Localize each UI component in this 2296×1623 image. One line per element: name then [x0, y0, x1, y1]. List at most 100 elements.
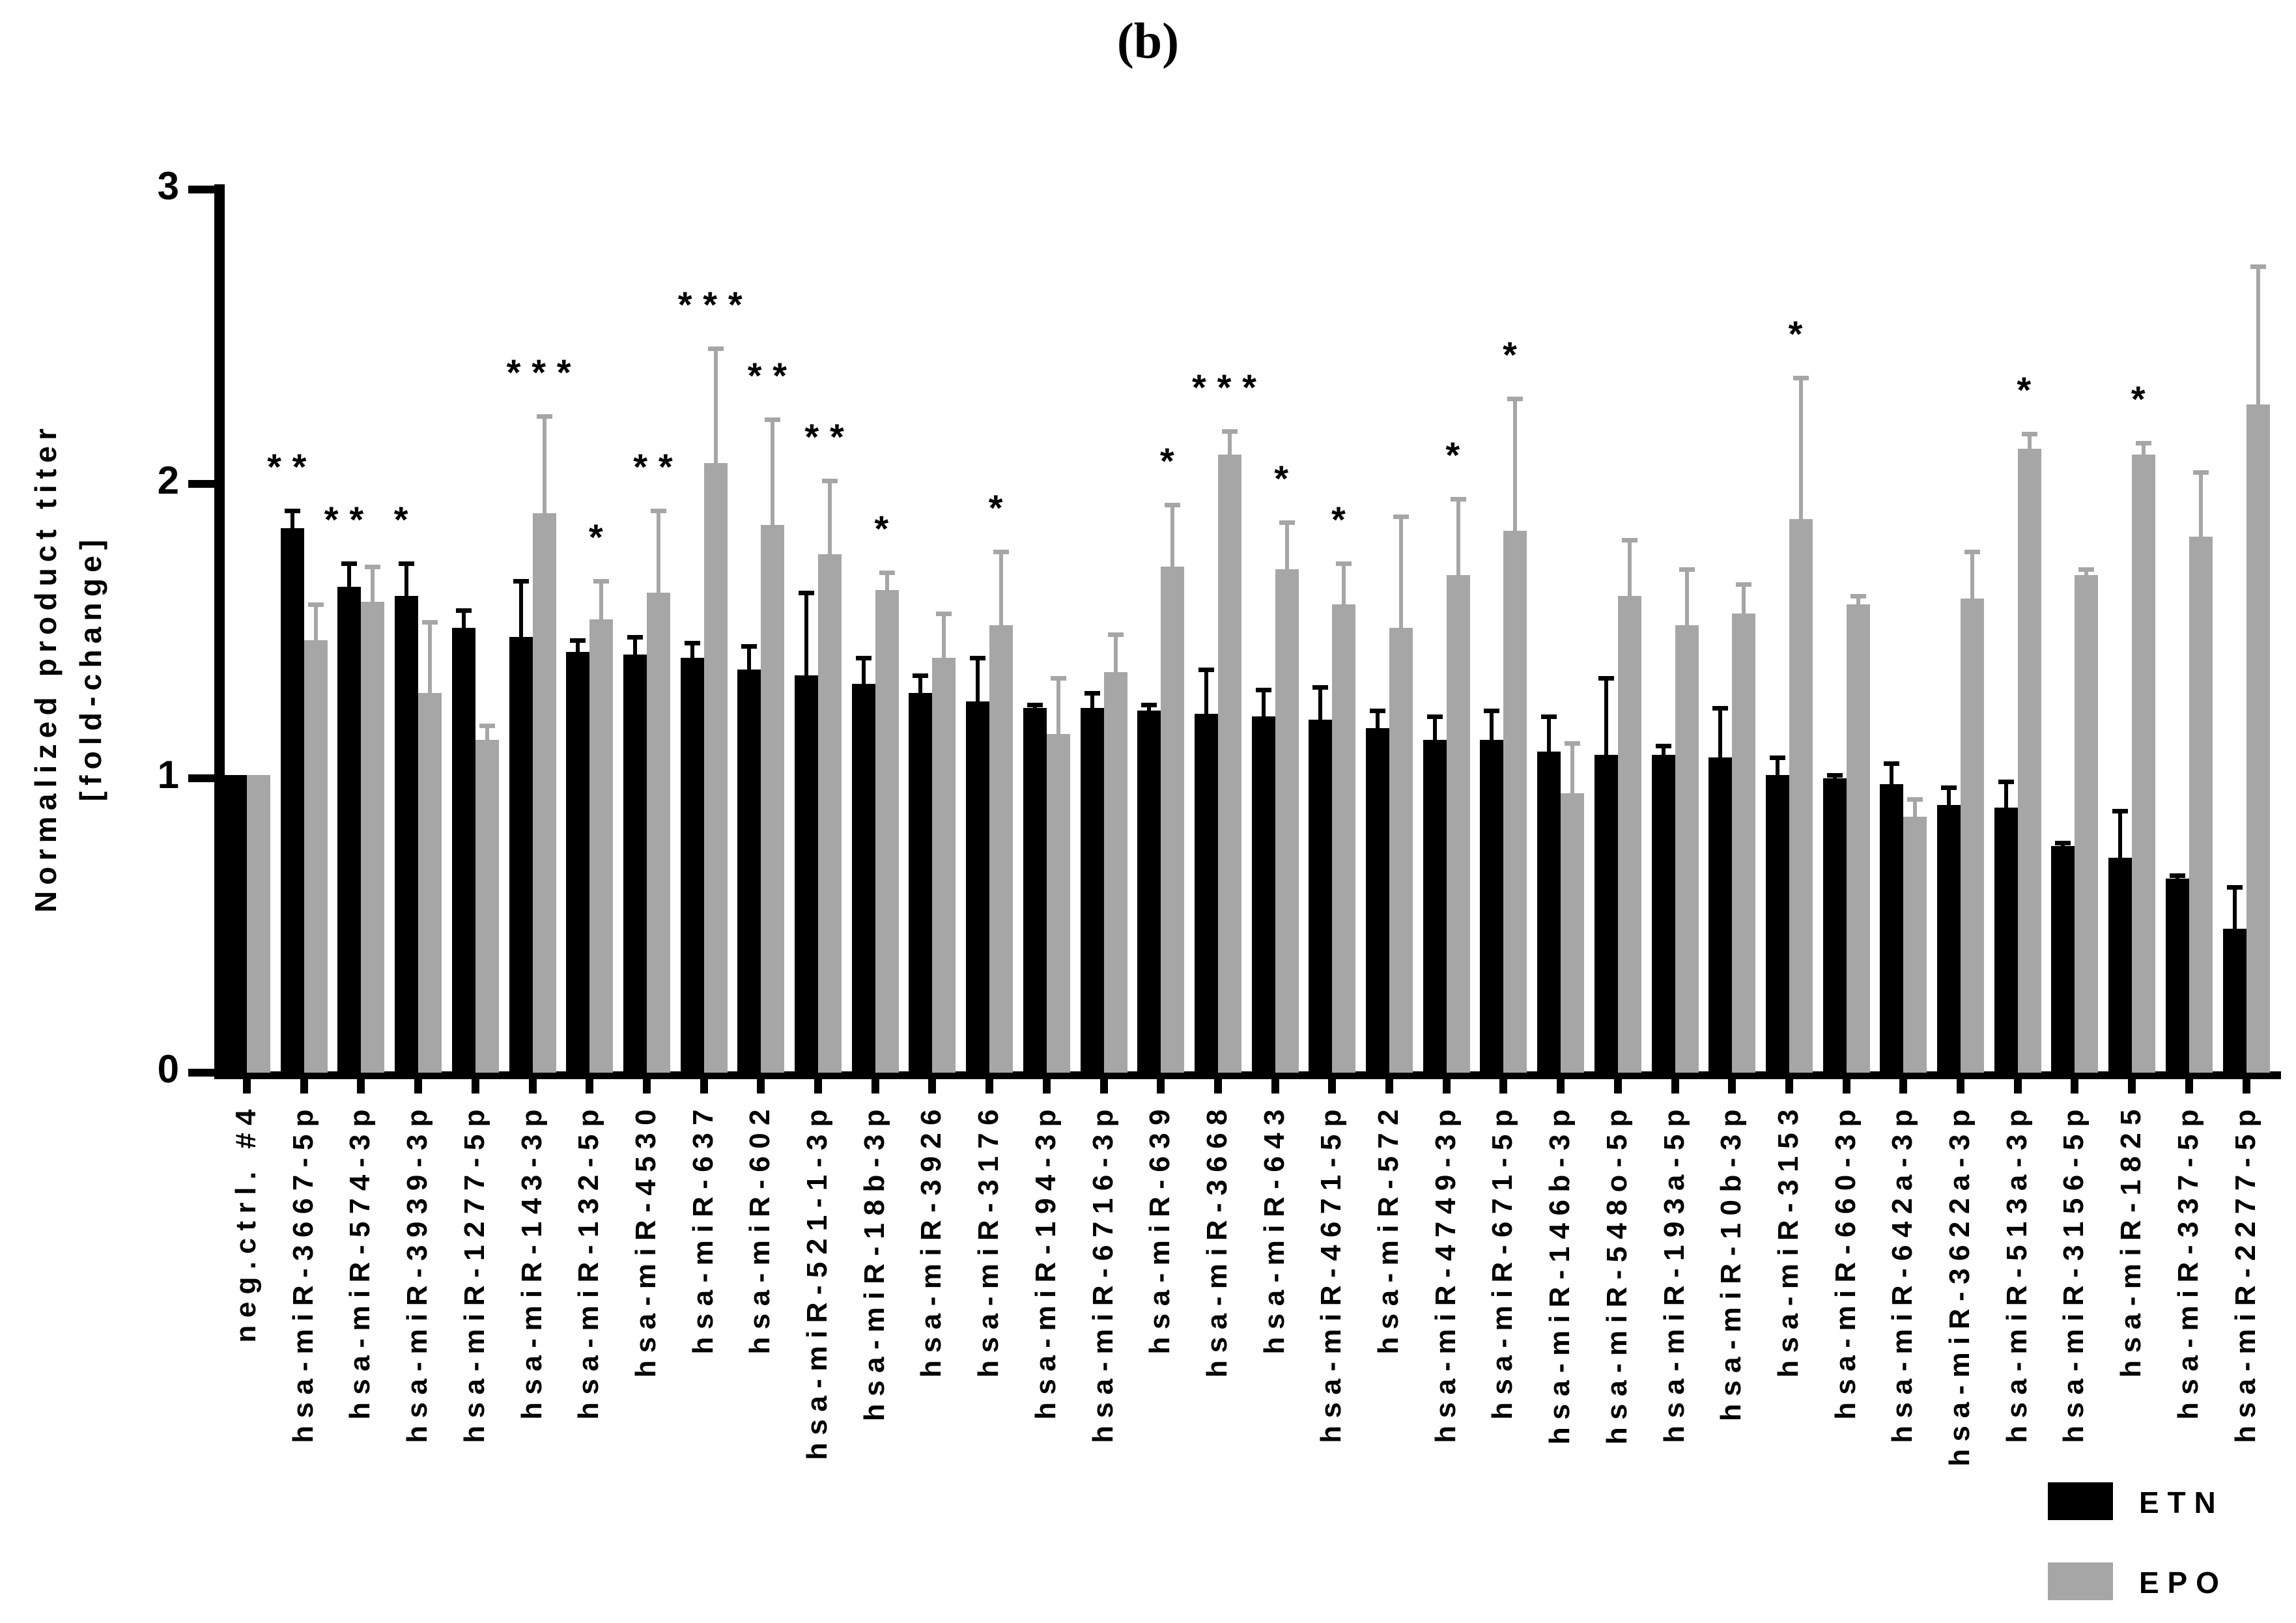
x-axis-category-label: hsa-miR-4749-3p — [1429, 1102, 1462, 1443]
error-bar-epo-line — [2256, 266, 2260, 404]
x-axis-category-label: hsa-miR-548o-5p — [1600, 1102, 1633, 1445]
error-bar-epo-line — [1513, 398, 1518, 531]
significance-mark: * — [1788, 313, 1814, 355]
error-bar-etn-line — [1090, 692, 1094, 708]
error-bar-epo-cap — [1907, 797, 1923, 802]
x-axis-category-label: hsa-miR-521-1-3p — [801, 1102, 833, 1460]
x-axis-tick — [243, 1079, 251, 1094]
error-bar-etn-cap — [570, 638, 586, 643]
error-bar-etn-line — [347, 563, 352, 587]
x-axis-tick — [1042, 1079, 1051, 1094]
bar-epo — [1275, 569, 1299, 1073]
x-axis-category-label: hsa-miR-660-3p — [1829, 1102, 1862, 1420]
x-axis-category-label: hsa-miR-10b-3p — [1715, 1102, 1748, 1422]
x-axis-line — [214, 1071, 2281, 1079]
x-axis-category-label: hsa-miR-572 — [1372, 1102, 1404, 1355]
error-bar-epo-cap — [765, 417, 781, 422]
bar-epo — [1846, 604, 1870, 1073]
x-axis-tick — [700, 1079, 708, 1094]
error-bar-etn-cap — [1941, 785, 1957, 790]
error-bar-etn-line — [461, 610, 466, 628]
bar-epo — [646, 593, 670, 1073]
error-bar-epo-line — [485, 725, 489, 741]
significance-mark: *** — [506, 352, 582, 393]
x-axis-tick — [2013, 1079, 2022, 1094]
bar-etn — [1880, 784, 1904, 1073]
error-bar-etn-line — [918, 675, 923, 693]
bar-etn — [1480, 740, 1504, 1073]
error-bar-epo-line — [1627, 539, 1632, 596]
error-bar-etn-line — [976, 657, 980, 702]
significance-mark: * — [2017, 369, 2042, 411]
legend-swatch-etn — [2048, 1482, 2113, 1520]
error-bar-etn-cap — [1998, 779, 2014, 784]
bar-epo — [1161, 566, 1185, 1073]
y-axis-tick-label: 2 — [157, 459, 179, 502]
error-bar-etn-cap — [2055, 841, 2071, 846]
bar-etn — [2108, 858, 2133, 1073]
error-bar-epo-cap — [1621, 537, 1637, 543]
significance-mark: * — [588, 516, 614, 558]
error-bar-epo-line — [656, 510, 660, 593]
x-axis-category-label: hsa-miR-132-5p — [573, 1102, 605, 1420]
error-bar-epo-line — [428, 622, 432, 693]
error-bar-epo-line — [313, 604, 318, 640]
x-axis-tick — [300, 1079, 308, 1094]
error-bar-etn-cap — [513, 579, 529, 584]
bar-epo — [818, 554, 842, 1073]
x-axis-category-label: hsa-miR-1825 — [2115, 1102, 2147, 1378]
error-bar-epo-cap — [422, 620, 438, 625]
x-axis-category-label: hsa-miR-639 — [1144, 1102, 1176, 1355]
error-bar-epo-line — [1227, 430, 1232, 455]
bar-epo — [1961, 599, 1984, 1073]
error-bar-etn-cap — [1370, 709, 1385, 714]
error-bar-epo-line — [1113, 634, 1118, 673]
error-bar-etn-cap — [1826, 773, 1843, 778]
significance-mark: * — [1274, 457, 1299, 499]
bar-etn — [1651, 754, 1675, 1073]
bar-etn — [680, 657, 704, 1073]
error-bar-epo-cap — [1165, 502, 1181, 507]
bar-epo — [2017, 448, 2041, 1073]
x-axis-tick — [2242, 1079, 2250, 1094]
bar-epo — [703, 463, 728, 1073]
x-axis-category-label: hsa-miR-3156-5p — [2058, 1102, 2090, 1443]
bar-epo — [589, 619, 614, 1073]
error-bar-epo-line — [1284, 522, 1289, 570]
error-bar-epo-line — [885, 572, 889, 590]
error-bar-epo-cap — [2078, 567, 2095, 572]
error-bar-etn-cap — [399, 561, 415, 567]
error-bar-epo-cap — [1221, 429, 1238, 434]
significance-mark: *** — [677, 284, 754, 326]
error-bar-etn-cap — [1255, 688, 1271, 693]
error-bar-etn-line — [1947, 787, 1951, 805]
bar-etn — [1023, 707, 1047, 1073]
error-bar-epo-line — [942, 613, 946, 658]
x-axis-tick — [1499, 1079, 1508, 1094]
error-bar-epo-cap — [993, 549, 1010, 554]
bar-epo — [1332, 604, 1356, 1073]
bar-epo — [761, 525, 785, 1073]
error-bar-epo-line — [1970, 551, 1974, 599]
bar-epo — [304, 640, 328, 1073]
error-bar-etn-cap — [2169, 873, 2185, 879]
error-bar-epo-line — [1742, 584, 1746, 614]
error-bar-epo-line — [999, 551, 1004, 625]
error-bar-epo-line — [1170, 504, 1175, 567]
x-axis-category-label: hsa-miR-143-3p — [515, 1102, 548, 1420]
error-bar-etn-line — [2232, 887, 2237, 929]
error-bar-etn-line — [1204, 669, 1208, 714]
error-bar-epo-cap — [707, 346, 724, 352]
bar-etn — [1937, 804, 1961, 1073]
significance-mark: * — [1503, 333, 1528, 375]
x-axis-tick — [471, 1079, 479, 1094]
x-axis-tick — [985, 1079, 994, 1094]
bar-etn — [337, 587, 361, 1073]
bar-epo — [932, 657, 956, 1073]
bar-epo — [1503, 531, 1527, 1073]
error-bar-epo-line — [828, 481, 832, 555]
x-axis-category-label: hsa-miR-3926 — [915, 1102, 948, 1378]
error-bar-epo-cap — [2136, 440, 2152, 445]
bar-etn — [1309, 719, 1333, 1073]
